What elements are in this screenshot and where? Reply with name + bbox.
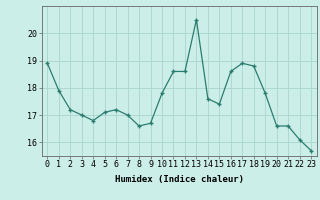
- X-axis label: Humidex (Indice chaleur): Humidex (Indice chaleur): [115, 175, 244, 184]
